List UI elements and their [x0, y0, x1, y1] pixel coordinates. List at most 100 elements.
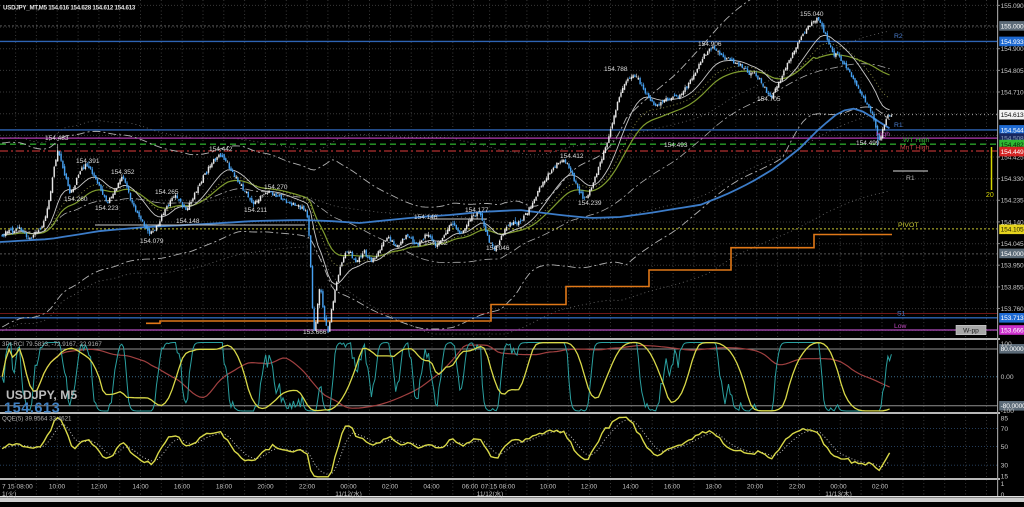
svg-text:154.906: 154.906: [698, 41, 722, 48]
svg-text:20:00: 20:00: [257, 484, 274, 491]
svg-text:-80.0000: -80.0000: [1001, 403, 1024, 410]
svg-text:12:00: 12:00: [581, 484, 598, 491]
svg-text:R1: R1: [906, 175, 915, 182]
svg-text:22:00: 22:00: [299, 484, 316, 491]
svg-text:154.062: 154.062: [424, 240, 448, 247]
svg-text:154.235: 154.235: [1001, 198, 1024, 205]
svg-text:07:15 08:00: 07:15 08:00: [481, 484, 516, 491]
svg-text:S1: S1: [897, 311, 906, 318]
svg-text:18:00: 18:00: [216, 484, 233, 491]
svg-text:154.499: 154.499: [856, 140, 880, 147]
svg-text:MnT High: MnT High: [900, 145, 930, 152]
svg-text:100: 100: [1001, 341, 1012, 348]
svg-text:153.950: 153.950: [1001, 263, 1024, 270]
svg-text:3Pt-RCI 79.5833, -72.9167, 22.: 3Pt-RCI 79.5833, -72.9167, 22.9167: [2, 341, 102, 348]
svg-text:1(火): 1(火): [2, 491, 16, 498]
svg-text:154.391: 154.391: [76, 158, 100, 165]
svg-text:PIVOT: PIVOT: [898, 222, 918, 229]
svg-text:154.270: 154.270: [264, 184, 288, 191]
svg-text:154.000: 154.000: [1001, 251, 1024, 258]
svg-text:154.223: 154.223: [95, 205, 119, 212]
svg-text:154.045: 154.045: [1001, 241, 1024, 248]
svg-text:70: 70: [1001, 426, 1009, 433]
svg-text:154.449: 154.449: [1001, 149, 1024, 156]
svg-text:155.090: 155.090: [1001, 3, 1024, 10]
svg-text:154.508: 154.508: [1001, 136, 1024, 143]
svg-text:154.352: 154.352: [111, 169, 135, 176]
svg-text:0.00: 0.00: [1001, 374, 1014, 381]
svg-text:20: 20: [986, 192, 994, 199]
svg-text:04:00: 04:00: [423, 484, 440, 491]
svg-text:154.482: 154.482: [1001, 142, 1024, 149]
svg-text:22:00: 22:00: [789, 484, 806, 491]
svg-text:WT High: WT High: [903, 137, 930, 144]
svg-text:154.900: 154.900: [1001, 46, 1024, 53]
svg-text:11/12(水): 11/12(水): [477, 489, 504, 498]
svg-text:18:00: 18:00: [705, 484, 722, 491]
svg-text:16:00: 16:00: [174, 484, 191, 491]
svg-text:14:00: 14:00: [622, 484, 639, 491]
svg-text:14:00: 14:00: [132, 484, 149, 491]
svg-text:80.0000: 80.0000: [1001, 346, 1024, 353]
svg-text:20:00: 20:00: [747, 484, 764, 491]
svg-text:155.000: 155.000: [1001, 23, 1024, 30]
svg-text:154.613: 154.613: [1001, 112, 1024, 119]
svg-text:154.079: 154.079: [140, 238, 164, 245]
svg-text:7 15 08:00: 7 15 08:00: [2, 484, 33, 491]
svg-text:30: 30: [1001, 463, 1009, 470]
svg-text:QQE(5) 39.9564 33.4621: QQE(5) 39.9564 33.4621: [2, 415, 72, 422]
svg-text:10:00: 10:00: [49, 484, 66, 491]
svg-text:154.805: 154.805: [1001, 68, 1024, 75]
svg-text:02:00: 02:00: [382, 484, 399, 491]
svg-text:154.425: 154.425: [1001, 154, 1024, 161]
svg-text:153.855: 153.855: [1001, 284, 1024, 291]
svg-text:High: High: [876, 131, 890, 138]
svg-text:154.933: 154.933: [1001, 39, 1024, 46]
svg-text:154.265: 154.265: [155, 189, 179, 196]
svg-text:154.710: 154.710: [1001, 89, 1024, 96]
svg-text:153.760: 153.760: [1001, 306, 1024, 313]
svg-text:R2: R2: [894, 33, 903, 40]
svg-text:W-pp: W-pp: [963, 328, 979, 335]
svg-text:154.177: 154.177: [465, 207, 489, 214]
svg-text:-100: -100: [1001, 408, 1015, 415]
svg-text:153.713: 153.713: [1001, 315, 1024, 322]
svg-text:02:00: 02:00: [872, 484, 889, 491]
svg-text:154.239: 154.239: [578, 200, 602, 207]
svg-text:06:00: 06:00: [462, 484, 479, 491]
svg-text:11/13(木): 11/13(木): [825, 489, 852, 498]
svg-text:USDJPY_MT,M5 154.616 154.628: USDJPY_MT,M5 154.616 154.628 154.612 154…: [3, 5, 136, 12]
svg-text:154.788: 154.788: [604, 66, 628, 73]
svg-text:16:00: 16:00: [664, 484, 681, 491]
svg-text:154.146: 154.146: [414, 214, 438, 221]
svg-text:154.330: 154.330: [1001, 176, 1024, 183]
svg-text:154.613: 154.613: [4, 401, 60, 417]
svg-text:154.140: 154.140: [1001, 219, 1024, 226]
svg-text:154.483: 154.483: [45, 135, 69, 142]
svg-text:10:00: 10:00: [540, 484, 557, 491]
svg-text:11/12(水): 11/12(水): [335, 489, 362, 498]
svg-text:Low: Low: [894, 323, 907, 330]
svg-text:154.105: 154.105: [1001, 227, 1024, 234]
svg-text:R1: R1: [894, 122, 903, 129]
svg-text:154.211: 154.211: [244, 207, 267, 214]
svg-text:154.493: 154.493: [664, 142, 688, 149]
svg-text:154.412: 154.412: [560, 153, 584, 160]
svg-text:1: 1: [1001, 481, 1005, 488]
svg-text:154.705: 154.705: [757, 96, 781, 103]
svg-text:12:00: 12:00: [91, 484, 108, 491]
svg-text:00:00: 00:00: [340, 484, 357, 491]
svg-text:154.046: 154.046: [486, 245, 510, 252]
svg-text:85: 85: [1001, 416, 1009, 423]
svg-text:15: 15: [1001, 473, 1009, 480]
svg-text:0: 0: [1001, 492, 1005, 499]
svg-text:00:00: 00:00: [830, 484, 847, 491]
svg-text:153.666: 153.666: [303, 329, 327, 336]
svg-text:153.666: 153.666: [1001, 327, 1024, 334]
svg-text:USDJPY, M5: USDJPY, M5: [6, 388, 77, 402]
svg-text:50: 50: [1001, 444, 1009, 451]
svg-text:154.260: 154.260: [64, 196, 88, 203]
svg-text:154.442: 154.442: [209, 146, 233, 153]
svg-text:155.040: 155.040: [800, 11, 824, 18]
svg-text:154.544: 154.544: [1001, 127, 1024, 134]
